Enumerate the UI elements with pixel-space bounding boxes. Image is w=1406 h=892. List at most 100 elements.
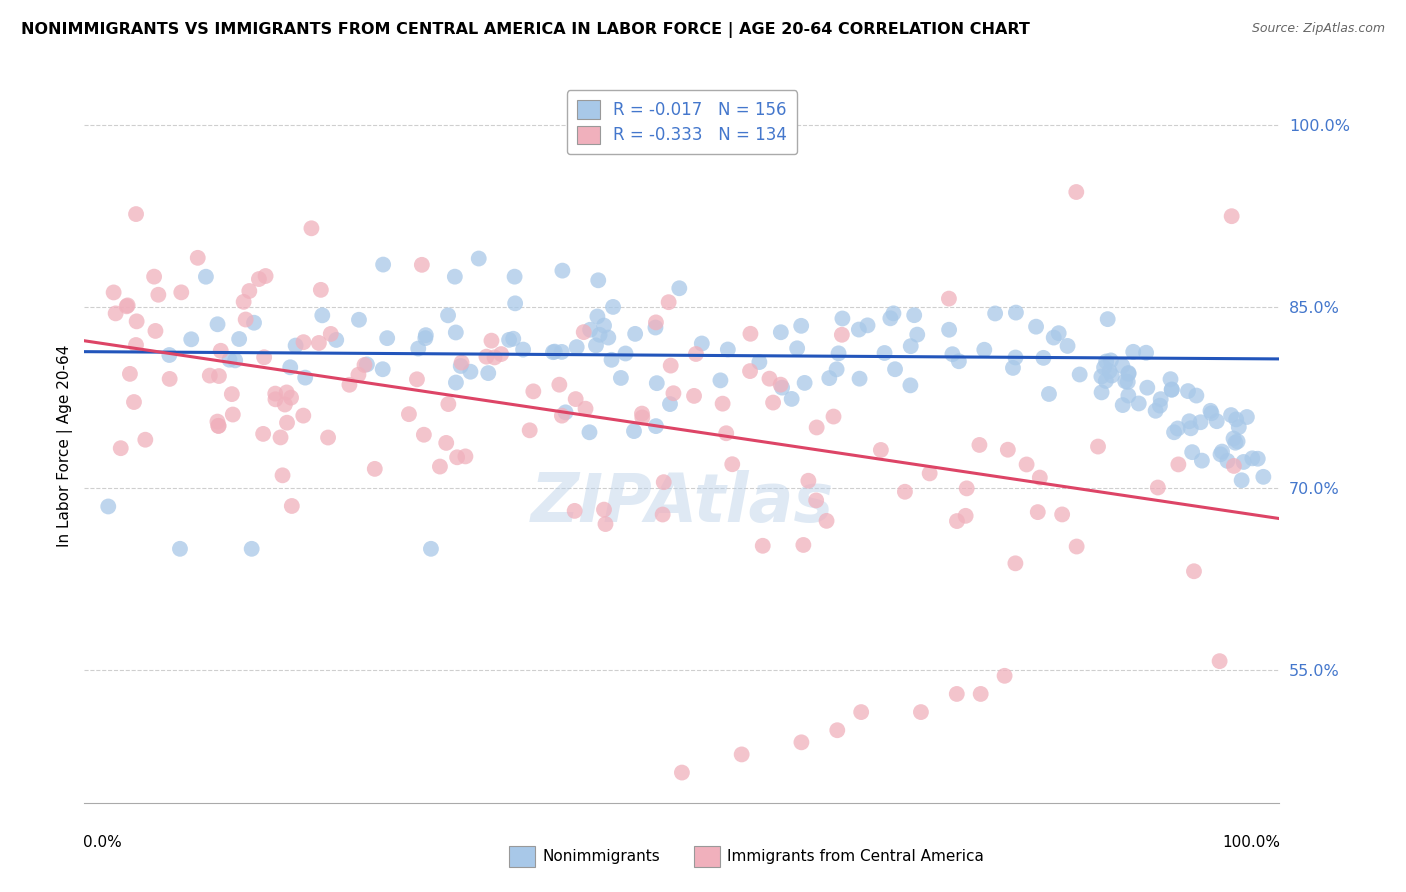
Point [574, 401, 596, 416]
Point [721, 457, 744, 471]
Point [498, 333, 520, 347]
Point [884, 362, 907, 376]
Point [1149, 399, 1171, 413]
Point [252, 426, 274, 441]
Point [614, 346, 637, 360]
Point [658, 295, 681, 310]
Point [97, 500, 120, 514]
Point [969, 438, 991, 452]
Point [1026, 505, 1049, 519]
Point [218, 352, 240, 367]
Point [278, 360, 301, 375]
Point [339, 377, 361, 392]
Point [125, 207, 148, 221]
Point [645, 315, 668, 329]
Point [792, 538, 814, 552]
Point [1047, 326, 1070, 341]
Point [253, 351, 276, 365]
Point [1099, 353, 1122, 368]
Point [247, 272, 270, 286]
Point [572, 325, 595, 339]
Text: Immigrants from Central America: Immigrants from Central America [727, 849, 984, 863]
Point [429, 459, 451, 474]
Point [1167, 458, 1189, 472]
Point [1015, 458, 1038, 472]
Point [1092, 360, 1115, 375]
Point [716, 426, 738, 441]
Point [115, 299, 138, 313]
Point [541, 345, 564, 359]
Point [406, 372, 429, 386]
Point [1098, 364, 1121, 378]
Point [831, 327, 853, 342]
Point [1135, 345, 1157, 359]
Point [1090, 369, 1112, 384]
Point [1056, 339, 1078, 353]
Point [668, 281, 690, 295]
Point [415, 328, 437, 343]
Point [1118, 388, 1140, 402]
Point [271, 468, 294, 483]
Point [748, 355, 770, 369]
Point [1042, 330, 1064, 344]
Point [565, 340, 588, 354]
Point [758, 372, 780, 386]
Point [946, 514, 969, 528]
Point [1160, 383, 1182, 397]
Point [1253, 470, 1275, 484]
Point [503, 296, 526, 310]
Point [1005, 305, 1028, 319]
Point [169, 541, 191, 556]
Point [815, 514, 838, 528]
FancyBboxPatch shape [509, 846, 534, 867]
Point [240, 541, 263, 556]
Point [551, 409, 574, 423]
Point [450, 355, 472, 369]
Point [1111, 359, 1133, 373]
Point [544, 344, 567, 359]
Point [1144, 404, 1167, 418]
Point [145, 324, 167, 338]
Point [1136, 381, 1159, 395]
Point [1211, 444, 1233, 458]
Point [994, 669, 1017, 683]
Point [522, 384, 544, 399]
Point [856, 318, 879, 333]
Point [446, 450, 468, 465]
Point [827, 346, 849, 360]
Point [1236, 409, 1258, 424]
Point [588, 327, 610, 342]
Point [586, 310, 609, 324]
Point [208, 369, 231, 384]
Point [554, 405, 576, 419]
Point [484, 351, 506, 365]
Point [1163, 425, 1185, 440]
Point [117, 298, 139, 312]
Point [373, 258, 395, 272]
Point [938, 292, 960, 306]
Point [600, 352, 623, 367]
Point [1205, 414, 1227, 428]
Point [1050, 508, 1073, 522]
Point [412, 427, 434, 442]
Point [823, 409, 845, 424]
Point [631, 410, 654, 425]
Point [1209, 447, 1232, 461]
Point [1114, 374, 1136, 388]
Point [585, 338, 607, 352]
Point [356, 358, 378, 372]
Point [848, 322, 870, 336]
Point [645, 419, 668, 434]
Point [1220, 408, 1243, 422]
Point [651, 508, 673, 522]
Point [468, 252, 491, 266]
Point [711, 397, 734, 411]
Point [1191, 453, 1213, 467]
Point [308, 335, 330, 350]
Point [311, 309, 333, 323]
Point [415, 331, 437, 345]
Point [1116, 375, 1139, 389]
Point [797, 474, 820, 488]
Point [717, 343, 740, 357]
Point [450, 359, 472, 373]
